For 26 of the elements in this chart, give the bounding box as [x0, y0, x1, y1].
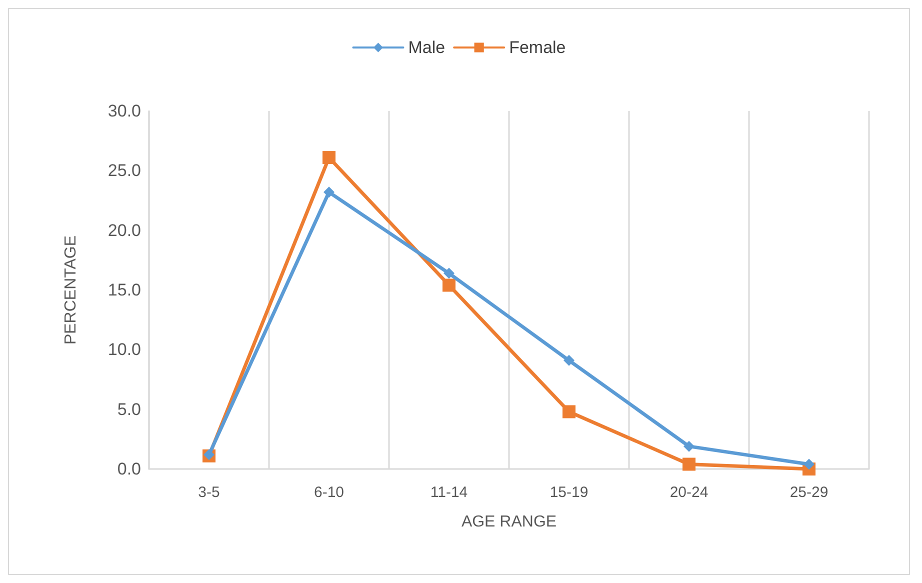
point [322, 151, 336, 164]
x-tick-label: 11-14 [430, 484, 468, 501]
x-tick-label: 6-10 [314, 484, 344, 501]
y-tick-label: 5.0 [117, 400, 141, 419]
y-tick-label: 30.0 [108, 102, 141, 120]
x-tick-label: 25-29 [790, 484, 828, 501]
y-tick-label: 25.0 [108, 161, 141, 180]
x-axis-title: AGE RANGE [461, 514, 557, 530]
x-tick-label: 20-24 [670, 484, 708, 501]
point [804, 458, 814, 470]
y-axis-title: PERCENTAGE [62, 235, 80, 345]
point [682, 458, 696, 471]
point [442, 278, 456, 292]
legend-label: Female [509, 38, 566, 57]
y-tick-label: 20.0 [108, 220, 141, 240]
y-tick-label: 10.0 [108, 340, 141, 360]
x-tick-label: 3-5 [198, 484, 220, 501]
point [324, 186, 334, 198]
point [444, 268, 454, 279]
x-tick-label: 15-19 [550, 484, 588, 501]
y-tick-label: 0.0 [117, 460, 141, 478]
legend-label: Male [408, 38, 446, 57]
point [684, 440, 694, 452]
y-tick-label: 15.0 [108, 280, 141, 300]
point [562, 405, 576, 418]
point [564, 354, 574, 366]
